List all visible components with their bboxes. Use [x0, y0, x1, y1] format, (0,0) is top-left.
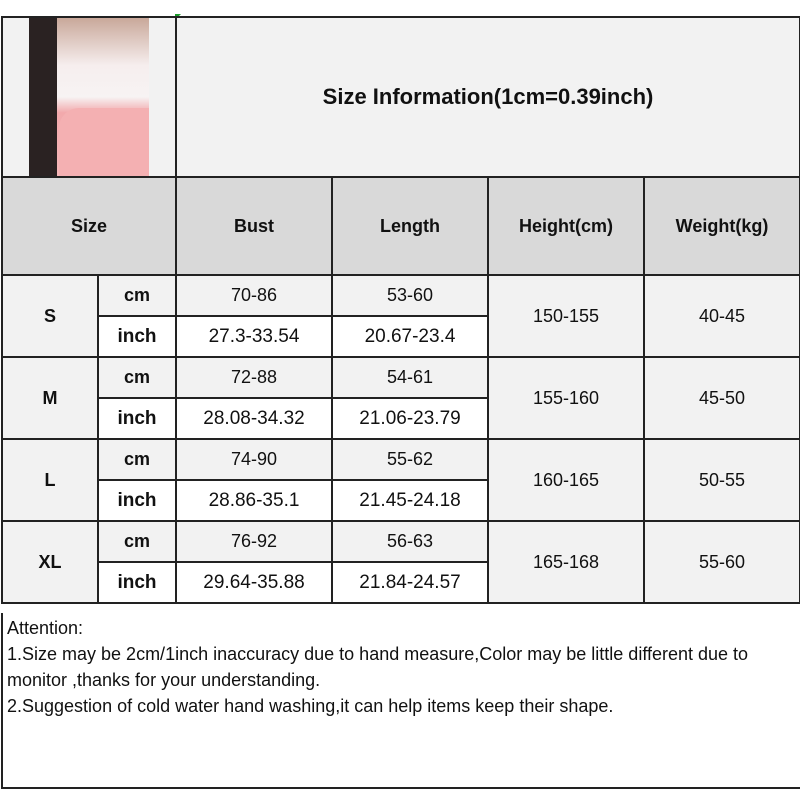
- table-row: L cm 74-90 55-62 160-165 50-55: [1, 438, 800, 522]
- weight-range: 50-55: [642, 438, 800, 522]
- bust-inch: 29.64-35.88: [175, 561, 333, 604]
- title-row: Size Information(1cm=0.39inch): [1, 16, 800, 178]
- chart-title: Size Information(1cm=0.39inch): [174, 16, 800, 178]
- height-range: 150-155: [487, 274, 645, 358]
- attention-line-1: 1.Size may be 2cm/1inch inaccuracy due t…: [7, 644, 749, 690]
- bust-inch: 28.08-34.32: [175, 397, 333, 440]
- photo-cell: [1, 16, 177, 178]
- unit-inch: inch: [97, 397, 177, 440]
- size-label: XL: [1, 520, 99, 604]
- attention-heading: Attention:: [7, 618, 84, 638]
- header-size: Size: [1, 176, 177, 276]
- size-chart-table: Size Information(1cm=0.39inch) Size Bust…: [1, 16, 800, 604]
- header-row: Size Bust Length Height(cm) Weight(kg): [1, 176, 800, 276]
- header-length: Length: [331, 176, 489, 276]
- height-range: 160-165: [487, 438, 645, 522]
- length-inch: 20.67-23.4: [331, 315, 489, 358]
- length-inch: 21.84-24.57: [331, 561, 489, 604]
- weight-range: 55-60: [642, 520, 800, 604]
- size-label: L: [1, 438, 99, 522]
- attention-notes: Attention: 1.Size may be 2cm/1inch inacc…: [1, 613, 800, 789]
- unit-cm: cm: [97, 274, 177, 317]
- unit-cm: cm: [97, 520, 177, 563]
- unit-cm: cm: [97, 356, 177, 399]
- length-inch: 21.45-24.18: [331, 479, 489, 522]
- table-row: S cm 70-86 53-60 150-155 40-45: [1, 274, 800, 358]
- height-range: 165-168: [487, 520, 645, 604]
- length-cm: 55-62: [331, 438, 489, 481]
- attention-line-2: 2.Suggestion of cold water hand washing,…: [7, 696, 614, 716]
- bust-cm: 76-92: [175, 520, 333, 563]
- table-row: inch 29.64-35.88 21.84-24.57: [2, 561, 800, 604]
- table-row: inch 27.3-33.54 20.67-23.4: [2, 315, 800, 358]
- header-weight: Weight(kg): [642, 176, 800, 276]
- table-row: inch 28.08-34.32 21.06-23.79: [2, 397, 800, 440]
- unit-inch: inch: [97, 479, 177, 522]
- table-row: inch 28.86-35.1 21.45-24.18: [2, 479, 800, 522]
- height-range: 155-160: [487, 356, 645, 440]
- length-cm: 56-63: [331, 520, 489, 563]
- table-row: XL cm 76-92 56-63 165-168 55-60: [1, 520, 800, 604]
- bust-cm: 70-86: [175, 274, 333, 317]
- table-row: M cm 72-88 54-61 155-160 45-50: [1, 356, 800, 440]
- bust-inch: 27.3-33.54: [175, 315, 333, 358]
- unit-inch: inch: [97, 561, 177, 604]
- size-label: S: [1, 274, 99, 358]
- unit-inch: inch: [97, 315, 177, 358]
- length-cm: 54-61: [331, 356, 489, 399]
- bust-cm: 74-90: [175, 438, 333, 481]
- bust-cm: 72-88: [175, 356, 333, 399]
- product-photo: [29, 18, 149, 176]
- bust-inch: 28.86-35.1: [175, 479, 333, 522]
- weight-range: 45-50: [642, 356, 800, 440]
- unit-cm: cm: [97, 438, 177, 481]
- header-bust: Bust: [175, 176, 333, 276]
- length-cm: 53-60: [331, 274, 489, 317]
- weight-range: 40-45: [642, 274, 800, 358]
- length-inch: 21.06-23.79: [331, 397, 489, 440]
- size-label: M: [1, 356, 99, 440]
- header-height: Height(cm): [487, 176, 645, 276]
